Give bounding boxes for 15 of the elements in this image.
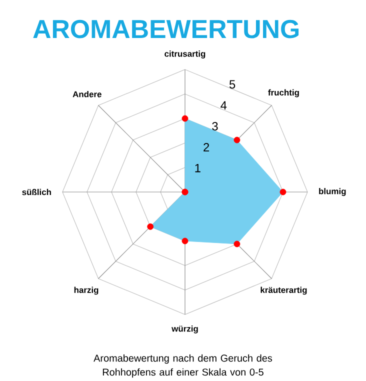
y-tick-label: 4 — [220, 101, 227, 110]
spoke-label: kräuterartig — [260, 286, 307, 295]
y-tick-label: 3 — [212, 122, 218, 130]
text: Aromabewertung nach dem Geruch des Rohhopfens auf einer Skala von 0-5 — [94, 354, 272, 378]
spoke-label: Andere — [72, 91, 102, 98]
spoke-label: süßlich — [22, 188, 51, 196]
y-tick-label: 2 — [204, 143, 210, 152]
spoke-label: blumig — [319, 188, 346, 196]
chart-title: AROMABEWERTUNG — [33, 20, 299, 38]
spoke-label: harzig — [74, 286, 98, 295]
spoke-label: fruchtig — [268, 89, 299, 98]
spoke-label: würzig — [172, 326, 198, 334]
spoke-label: citrusartig — [164, 50, 206, 58]
y-tick-label: 1 — [195, 164, 200, 172]
y-tick-label: 5 — [229, 80, 236, 89]
